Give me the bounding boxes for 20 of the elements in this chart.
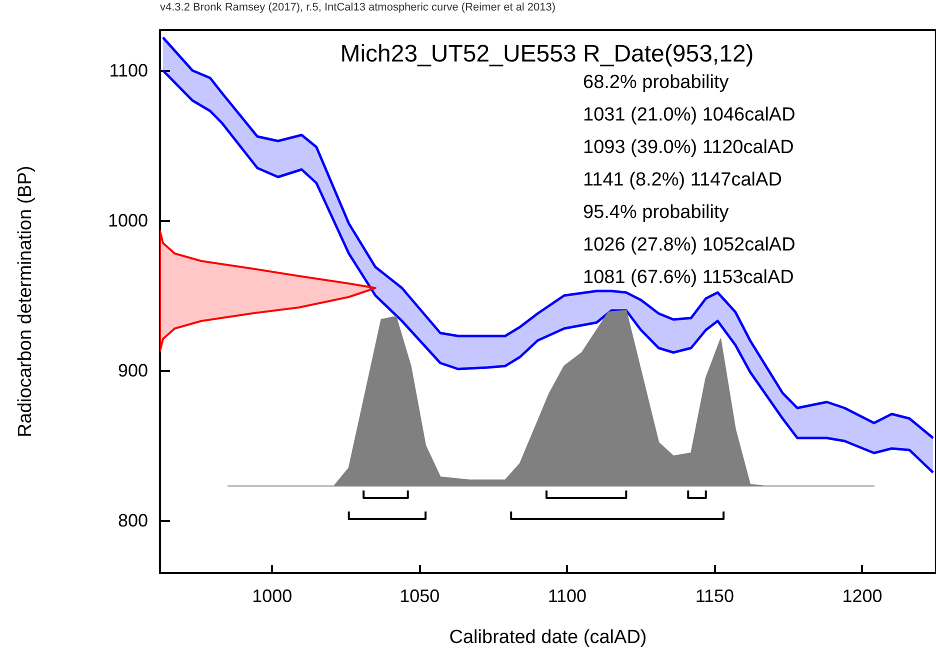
x-tick-label: 1150 (695, 586, 734, 606)
x-tick-label: 1200 (842, 586, 882, 606)
annotation: 1141 (8.2%) 1147calAD (583, 170, 782, 190)
y-tick-label: 800 (118, 510, 148, 530)
annotation: 1031 (21.0%) 1046calAD (583, 104, 796, 126)
y-tick-label: 900 (118, 360, 148, 380)
x-tick-label: 1050 (400, 586, 440, 606)
annotation: 1093 (39.0%) 1120calAD (583, 137, 794, 158)
y-tick-label: 1100 (109, 60, 148, 80)
annotation: 95.4% probability (583, 202, 730, 223)
chart-title: Mich23_UT52_UE553 R_Date(953,12) (340, 40, 754, 68)
x-tick-label: 1100 (548, 586, 587, 606)
y-tick-label: 1000 (108, 210, 148, 230)
annotation: 68.2% probability (583, 72, 730, 93)
annotation: 1026 (27.8%) 1052calAD (583, 234, 796, 256)
x-tick-label: 1000 (252, 586, 292, 606)
x-axis-title: Calibrated date (calAD) (449, 627, 647, 648)
y-axis-title: Radiocarbon determination (BP) (15, 166, 36, 438)
annotation: 1081 (67.6%) 1153calAD (583, 267, 794, 288)
chart-subtitle: v4.3.2 Bronk Ramsey (2017), r.5, IntCal13 atmospheric curve (Reimer et al 2013) (160, 2, 556, 14)
